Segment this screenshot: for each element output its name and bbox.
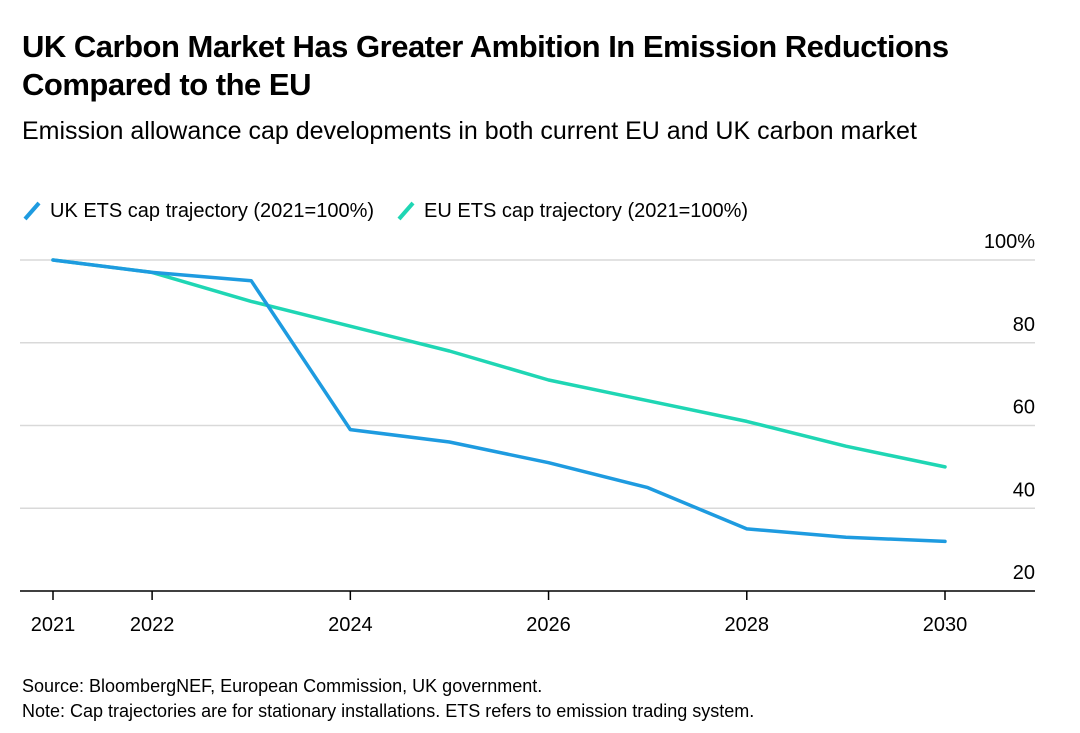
legend-swatch-uk bbox=[23, 201, 41, 221]
y-axis-labels: 100% 80 60 40 20 bbox=[984, 231, 1035, 584]
y-tick-label: 60 bbox=[1013, 397, 1035, 419]
chart-title: UK Carbon Market Has Greater Ambition In… bbox=[22, 29, 949, 102]
footer: Source: BloombergNEF, European Commissio… bbox=[22, 674, 1062, 724]
y-tick-label: 100% bbox=[984, 231, 1035, 253]
y-tick-label: 40 bbox=[1013, 479, 1035, 501]
legend-label-eu: EU ETS cap trajectory (2021=100%) bbox=[424, 199, 749, 222]
legend-item-eu: EU ETS cap trajectory (2021=100%) bbox=[396, 196, 748, 226]
chart-subtitle: Emission allowance cap developments in b… bbox=[22, 117, 917, 145]
legend-item-uk: UK ETS cap trajectory (2021=100%) bbox=[22, 196, 374, 226]
y-tick-label: 80 bbox=[1013, 314, 1035, 336]
gridlines bbox=[20, 259, 1035, 509]
x-tick-label: 2024 bbox=[328, 614, 373, 636]
x-tick-label: 2030 bbox=[923, 614, 968, 636]
x-axis bbox=[20, 590, 1035, 600]
series-line-uk-ets bbox=[51, 258, 947, 544]
x-axis-labels: 2021 2022 2024 2026 2028 2030 bbox=[31, 614, 968, 636]
series-line-eu-ets bbox=[51, 258, 947, 469]
x-tick-label: 2022 bbox=[130, 614, 175, 636]
line-chart: 100% 80 60 40 20 2021 2022 2024 2026 2028 2030 bbox=[20, 231, 1035, 636]
legend-swatch-eu bbox=[397, 201, 415, 221]
series-lines bbox=[51, 258, 947, 544]
source-note: Source: BloombergNEF, European Commissio… bbox=[22, 676, 543, 696]
y-tick-label: 20 bbox=[1013, 562, 1035, 584]
legend-label-uk: UK ETS cap trajectory (2021=100%) bbox=[50, 199, 375, 222]
legend: UK ETS cap trajectory (2021=100%) EU ETS… bbox=[22, 196, 770, 226]
x-tick-label: 2021 bbox=[31, 614, 76, 636]
x-tick-label: 2028 bbox=[725, 614, 770, 636]
x-tick-label: 2026 bbox=[526, 614, 571, 636]
footnote: Note: Cap trajectories are for stationar… bbox=[22, 701, 755, 721]
